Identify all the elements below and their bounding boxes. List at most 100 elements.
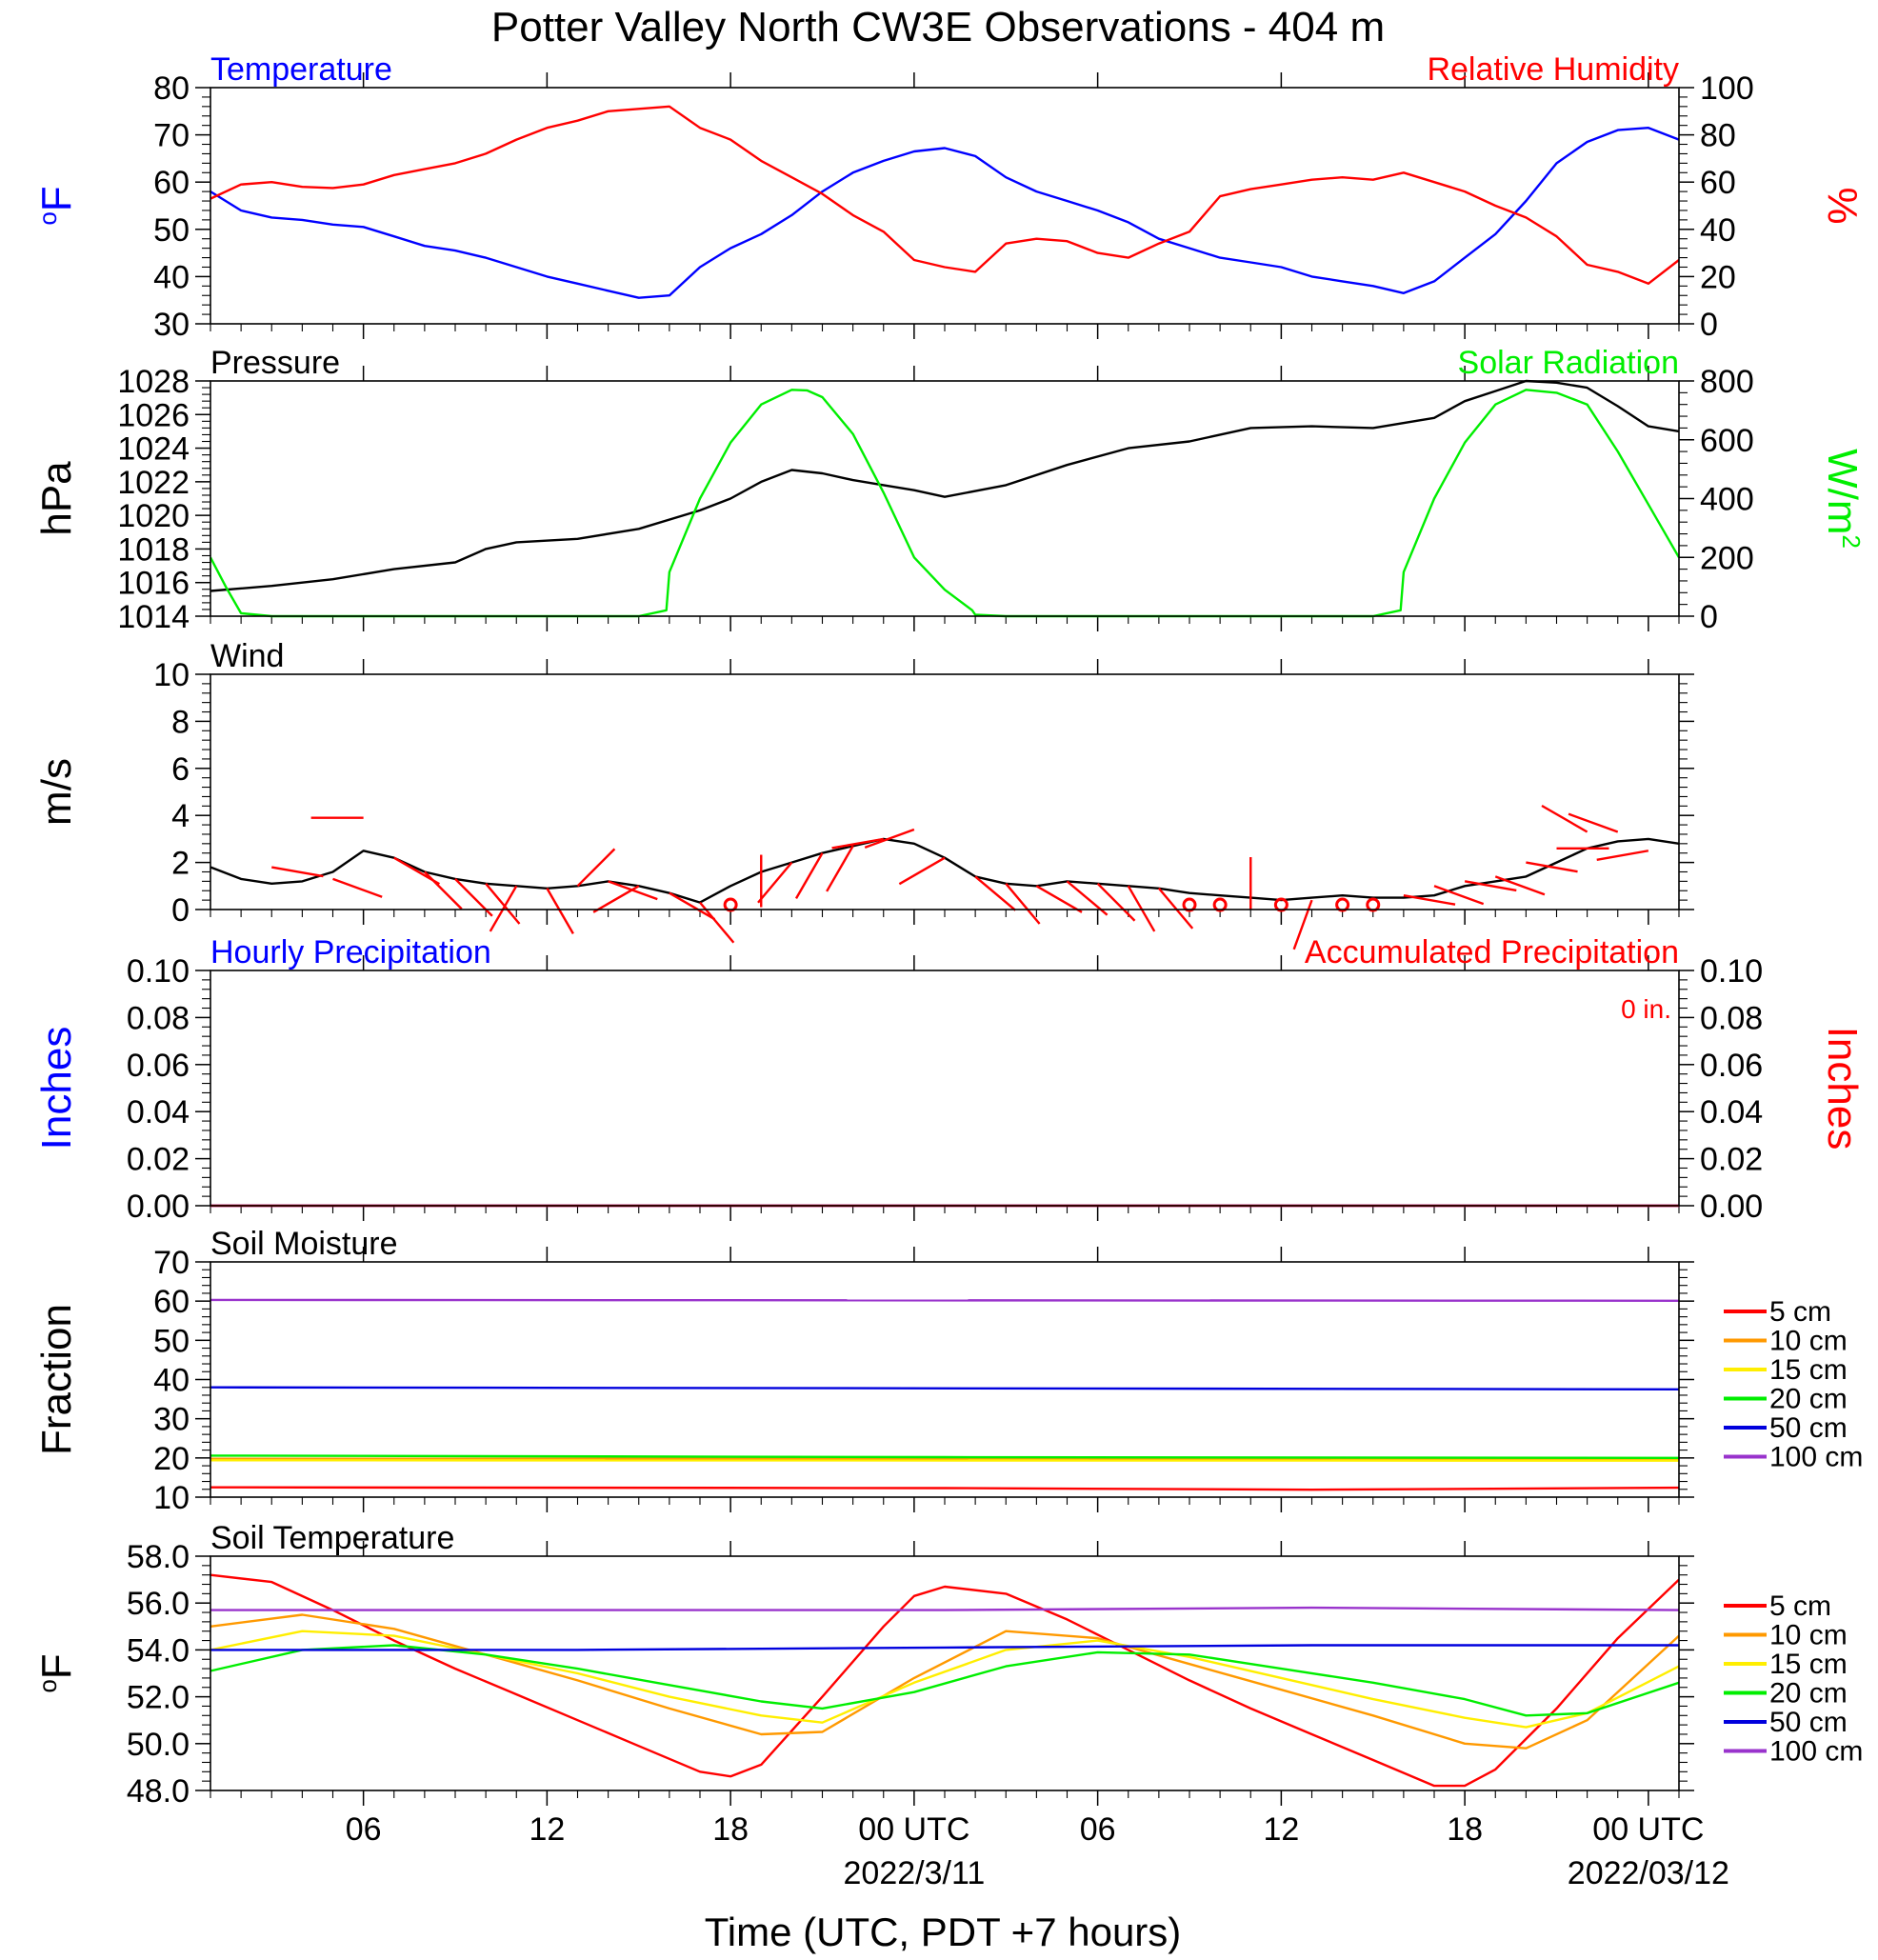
wind-barb xyxy=(1127,885,1156,932)
panel-frame xyxy=(210,1261,1680,1498)
x-tick-label: 06 xyxy=(1080,1811,1116,1848)
series-line-temperature-humidity-1 xyxy=(210,105,1680,285)
panel-frame xyxy=(210,970,1680,1207)
y-right-axis-label: % xyxy=(1819,187,1866,224)
wind-barb xyxy=(1526,861,1578,873)
y-left-tick-label: 1016 xyxy=(117,566,190,602)
series-line-soil-temperature-2 xyxy=(210,1630,1680,1729)
wind-barb xyxy=(1568,812,1619,833)
wind-barb xyxy=(1096,882,1136,922)
legend-label: 15 cm xyxy=(1769,1354,1848,1386)
y-left-tick-label: 0.02 xyxy=(127,1142,190,1178)
wind-barb xyxy=(1292,899,1313,950)
legend-label: 5 cm xyxy=(1769,1296,1831,1328)
x-axis-label: Time (UTC, PDT +7 hours) xyxy=(705,1910,1182,1954)
y-left-tick-label: 1020 xyxy=(117,498,190,534)
legend-label: 15 cm xyxy=(1769,1649,1848,1680)
legend-label: 50 cm xyxy=(1769,1412,1848,1444)
y-left-tick-label: 1018 xyxy=(117,531,190,568)
series-line-soil-temperature-1 xyxy=(210,1613,1680,1750)
series-line-temperature-humidity-0 xyxy=(210,126,1680,299)
legend-label: 100 cm xyxy=(1769,1442,1863,1473)
chart-title: Potter Valley North CW3E Observations - … xyxy=(491,4,1385,50)
panel-title-left: Soil Moisture xyxy=(210,1226,398,1262)
y-left-tick-label: 80 xyxy=(153,70,190,107)
y-left-tick-label: 4 xyxy=(171,798,190,834)
wind-barb xyxy=(757,861,793,904)
x-tick-label: 12 xyxy=(1263,1811,1299,1848)
y-right-tick-label: 0.02 xyxy=(1700,1142,1763,1178)
y-left-tick-label: 50 xyxy=(153,212,190,249)
wind-barb xyxy=(271,866,324,878)
panel-temperature-humidity: 30 40 50 60 70 80 0 20 40 60 80 100 Temperature Relat… xyxy=(33,51,1866,343)
legend-label: 10 cm xyxy=(1769,1326,1848,1357)
calm-wind-marker xyxy=(723,897,738,912)
wind-barb xyxy=(424,870,463,910)
panel-title-right: Solar Radiation xyxy=(1458,345,1679,381)
x-axis: 06 12 18 00 UTC 06 12 18 00 UTC 2022/3/11 2022/03… xyxy=(346,1811,1729,1891)
legend-label: 5 cm xyxy=(1769,1590,1831,1622)
y-right-axis-label: Inches xyxy=(1819,1027,1866,1150)
wind-barb xyxy=(1464,880,1517,892)
legend-label: 10 cm xyxy=(1769,1620,1848,1651)
wind-barb xyxy=(1433,885,1485,906)
y-left-tick-label: 54.0 xyxy=(127,1632,190,1669)
wind-barb xyxy=(1005,883,1041,925)
series-line-soil-moisture-4 xyxy=(210,1386,1680,1391)
series-line-soil-temperature-5 xyxy=(210,1606,1680,1611)
y-left-tick-label: 58.0 xyxy=(127,1539,190,1575)
y-right-tick-label: 40 xyxy=(1700,212,1736,249)
panel-precipitation: 0.00 0.02 0.04 0.06 0.08 0.10 0.00 0.02 0.04 0.06… xyxy=(33,934,1866,1225)
y-left-tick-label: 10 xyxy=(153,1480,190,1516)
panel-title-left: Hourly Precipitation xyxy=(210,934,491,970)
panel-title-right: Relative Humidity xyxy=(1427,51,1679,88)
wind-barb xyxy=(485,883,521,925)
y-left-axis-label: oF xyxy=(33,186,80,225)
x-tick-label: 18 xyxy=(712,1811,749,1848)
y-left-tick-label: 48.0 xyxy=(127,1773,190,1810)
y-left-tick-label: 52.0 xyxy=(127,1680,190,1716)
y-left-tick-label: 1024 xyxy=(117,431,190,468)
series-line-soil-temperature-4 xyxy=(210,1644,1679,1651)
y-left-tick-label: 1014 xyxy=(117,599,190,635)
y-left-tick-label: 0.00 xyxy=(127,1189,190,1225)
calm-wind-marker xyxy=(1273,897,1289,912)
panel-soil-temperature: 48.0 50.0 52.0 54.0 56.0 58.0 Soil Temperature… xyxy=(33,1520,1863,1810)
wind-barb xyxy=(794,852,824,899)
panel-frame xyxy=(210,380,1680,617)
wind-barb xyxy=(1403,893,1456,906)
y-right-tick-label: 600 xyxy=(1700,423,1754,459)
wind-barb xyxy=(898,856,946,886)
wind-barb xyxy=(1494,875,1546,896)
x-date-label: 2022/3/11 xyxy=(844,1855,986,1891)
y-left-axis-label: oF xyxy=(33,1653,80,1692)
wind-barb xyxy=(1541,804,1588,833)
calm-wind-marker xyxy=(1182,897,1197,912)
y-right-axis-label: W/m2 xyxy=(1819,449,1866,549)
y-left-tick-label: 1022 xyxy=(117,465,190,501)
wind-barb xyxy=(974,875,1017,911)
series-line-soil-moisture-3 xyxy=(210,1454,1680,1460)
panel-frame xyxy=(210,673,1680,910)
y-right-tick-label: 0.04 xyxy=(1700,1094,1763,1130)
y-left-axis-label: Inches xyxy=(33,1027,80,1150)
y-left-tick-label: 50.0 xyxy=(127,1727,190,1763)
series-line-pressure-solar-0 xyxy=(210,379,1680,592)
y-left-tick-label: 10 xyxy=(153,657,190,693)
y-left-axis-label: hPa xyxy=(33,461,80,536)
calm-wind-marker xyxy=(1335,897,1350,912)
y-left-tick-label: 1026 xyxy=(117,397,190,433)
legend-label: 20 cm xyxy=(1769,1678,1848,1710)
y-left-tick-label: 40 xyxy=(153,259,190,295)
y-left-tick-label: 40 xyxy=(153,1363,190,1399)
wind-barb xyxy=(699,901,735,944)
y-left-tick-label: 56.0 xyxy=(127,1586,190,1622)
wind-barb xyxy=(592,885,640,913)
x-tick-label: 12 xyxy=(529,1811,565,1848)
x-tick-label: 06 xyxy=(346,1811,382,1848)
series-line-soil-temperature-0 xyxy=(210,1573,1680,1788)
panel-title-right: Accumulated Precipitation xyxy=(1305,934,1679,970)
x-tick-label: 00 UTC xyxy=(1592,1811,1704,1848)
y-right-tick-label: 60 xyxy=(1700,165,1736,201)
